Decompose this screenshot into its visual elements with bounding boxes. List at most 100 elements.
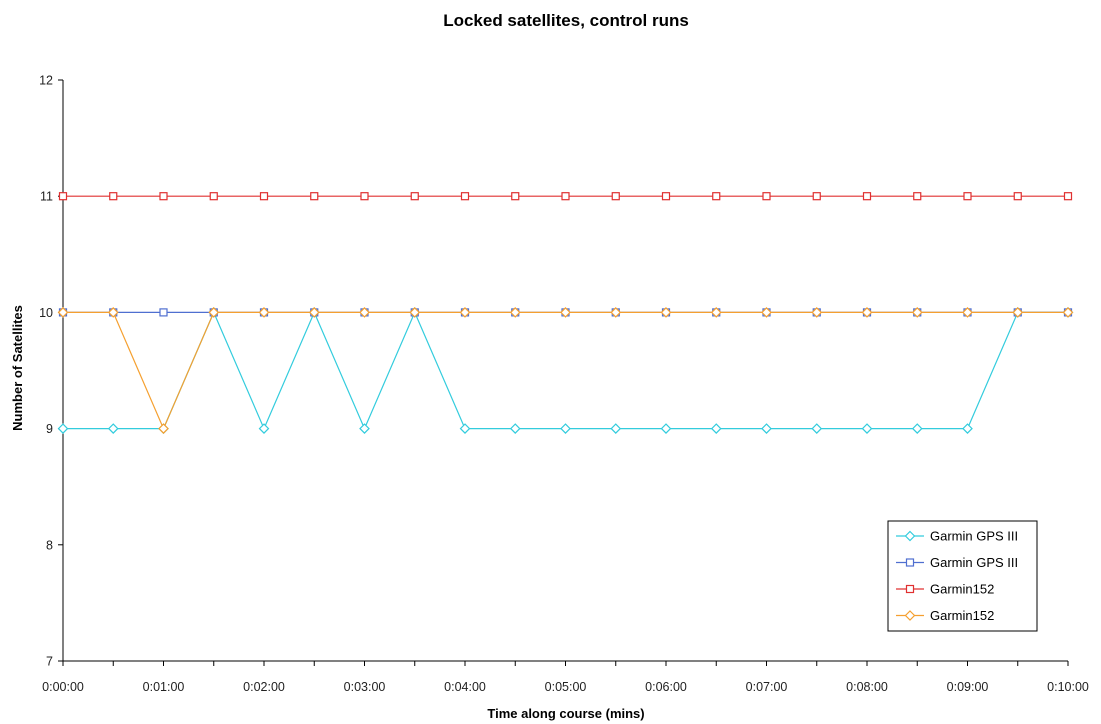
data-point bbox=[712, 192, 721, 201]
x-tick-label: 0:08:00 bbox=[846, 680, 888, 694]
data-point bbox=[610, 307, 622, 318]
legend-marker bbox=[904, 530, 916, 542]
series-line bbox=[63, 310, 1068, 431]
legend-label: Garmin GPS III bbox=[930, 555, 1018, 570]
data-point bbox=[209, 192, 218, 201]
data-point bbox=[611, 192, 620, 201]
y-tick-label: 10 bbox=[39, 306, 53, 320]
legend-label: Garmin GPS III bbox=[930, 529, 1018, 544]
data-point bbox=[1013, 192, 1022, 201]
data-point bbox=[158, 423, 169, 434]
y-tick-label: 9 bbox=[46, 422, 53, 436]
data-point bbox=[610, 423, 622, 434]
data-point bbox=[761, 423, 772, 434]
data-point bbox=[57, 423, 69, 434]
x-tick-label: 0:10:00 bbox=[1047, 680, 1089, 694]
data-point bbox=[509, 423, 521, 434]
data-point bbox=[409, 307, 421, 318]
data-point bbox=[861, 307, 873, 318]
data-point bbox=[107, 423, 119, 434]
x-tick-label: 0:06:00 bbox=[645, 680, 687, 694]
data-point bbox=[911, 423, 923, 434]
data-point bbox=[107, 307, 119, 318]
x-tick-label: 0:03:00 bbox=[344, 680, 386, 694]
data-point bbox=[812, 192, 821, 201]
data-point bbox=[308, 307, 320, 318]
x-tick-label: 0:07:00 bbox=[746, 680, 788, 694]
series-3 bbox=[58, 192, 1073, 201]
data-point bbox=[660, 307, 672, 318]
legend-entry: Garmin152 bbox=[896, 608, 994, 623]
legend-marker bbox=[905, 558, 915, 567]
data-point bbox=[762, 192, 771, 201]
data-point bbox=[1062, 307, 1074, 318]
x-tick-label: 0:05:00 bbox=[545, 680, 587, 694]
y-tick-label: 12 bbox=[39, 74, 53, 88]
legend-marker bbox=[905, 584, 915, 594]
series-4 bbox=[57, 307, 1074, 434]
data-point bbox=[1012, 307, 1024, 318]
data-point bbox=[109, 192, 118, 201]
data-point bbox=[811, 423, 823, 434]
data-point bbox=[410, 192, 419, 201]
chart-title: Locked satellites, control runs bbox=[443, 11, 689, 30]
data-point bbox=[761, 307, 772, 318]
data-point bbox=[310, 192, 319, 201]
legend-label: Garmin152 bbox=[930, 582, 994, 597]
data-point bbox=[660, 423, 672, 434]
data-point bbox=[359, 307, 370, 318]
y-tick-label: 8 bbox=[46, 538, 53, 552]
data-point bbox=[862, 192, 872, 201]
y-tick-label: 11 bbox=[40, 190, 53, 204]
series-line bbox=[63, 311, 1068, 431]
data-point bbox=[460, 192, 470, 201]
y-tick-label: 7 bbox=[46, 655, 53, 669]
data-point bbox=[258, 423, 270, 434]
data-point bbox=[259, 192, 269, 201]
data-point bbox=[811, 307, 823, 318]
data-point bbox=[911, 307, 923, 318]
axes: 7 8 9 10 11 12 0:00:00 0:01:00 0:02:00 0:03:00 0:0… bbox=[39, 74, 1089, 695]
data-point bbox=[913, 192, 922, 201]
data-point bbox=[509, 307, 521, 318]
data-point bbox=[1063, 192, 1073, 201]
data-point bbox=[208, 307, 220, 318]
data-point bbox=[661, 192, 671, 201]
x-tick-label: 0:00:00 bbox=[42, 680, 84, 694]
x-tick-label: 0:04:00 bbox=[444, 680, 486, 694]
legend-entry: Garmin GPS III bbox=[896, 529, 1018, 544]
data-point bbox=[561, 192, 570, 201]
series-1 bbox=[57, 307, 1074, 434]
data-point bbox=[710, 423, 722, 434]
data-point bbox=[962, 307, 973, 318]
data-point bbox=[962, 423, 973, 434]
data-point bbox=[159, 192, 168, 201]
legend-entry: Garmin152 bbox=[896, 582, 994, 597]
series-layer bbox=[57, 192, 1074, 434]
x-tick-label: 0:02:00 bbox=[243, 680, 285, 694]
data-point bbox=[861, 423, 873, 434]
data-point bbox=[560, 307, 571, 318]
data-point bbox=[560, 423, 571, 434]
x-tick-label: 0:09:00 bbox=[947, 680, 989, 694]
data-point bbox=[511, 192, 520, 201]
y-axis-label: Number of Satellites bbox=[10, 305, 25, 431]
data-point bbox=[360, 192, 369, 201]
data-point bbox=[459, 307, 471, 318]
data-point bbox=[258, 307, 270, 318]
legend: Garmin GPS III Garmin GPS III Garmin152 Gar… bbox=[887, 520, 1038, 632]
legend-box bbox=[887, 520, 1038, 632]
x-tick-label: 0:01:00 bbox=[143, 680, 185, 694]
data-point bbox=[359, 423, 370, 434]
data-point bbox=[459, 423, 471, 434]
legend-label: Garmin152 bbox=[930, 608, 994, 623]
legend-marker bbox=[904, 610, 916, 621]
data-point bbox=[710, 307, 722, 318]
data-point bbox=[159, 308, 168, 317]
data-point bbox=[963, 192, 972, 201]
legend-entry: Garmin GPS III bbox=[896, 555, 1018, 570]
data-point bbox=[58, 192, 68, 201]
x-axis-label: Time along course (mins) bbox=[487, 706, 644, 721]
data-point bbox=[57, 307, 69, 318]
